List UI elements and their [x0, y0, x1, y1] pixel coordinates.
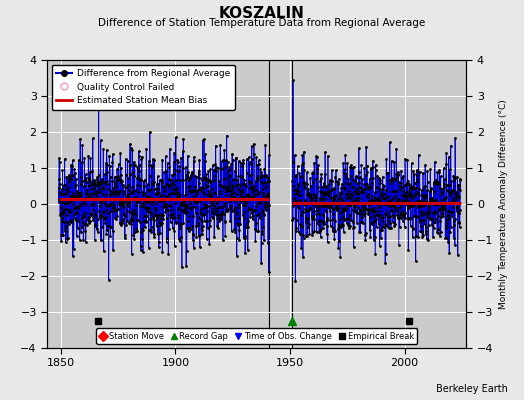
Text: Difference of Station Temperature Data from Regional Average: Difference of Station Temperature Data f… — [99, 18, 425, 28]
Text: Berkeley Earth: Berkeley Earth — [436, 384, 508, 394]
Y-axis label: Monthly Temperature Anomaly Difference (°C): Monthly Temperature Anomaly Difference (… — [499, 99, 508, 309]
Legend: Station Move, Record Gap, Time of Obs. Change, Empirical Break: Station Move, Record Gap, Time of Obs. C… — [96, 328, 418, 344]
Text: KOSZALIN: KOSZALIN — [219, 6, 305, 21]
